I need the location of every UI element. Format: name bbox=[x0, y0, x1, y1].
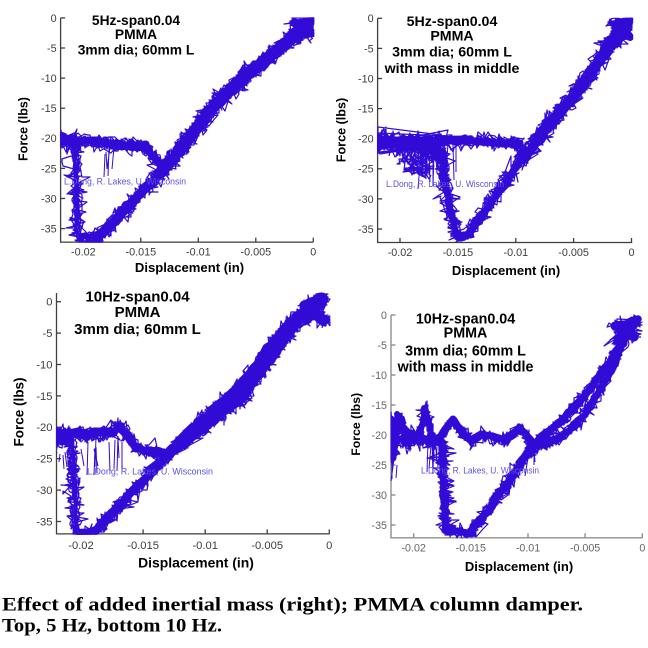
svg-text:-0.015: -0.015 bbox=[127, 540, 159, 552]
svg-text:10Hz-span0.04: 10Hz-span0.04 bbox=[416, 312, 515, 328]
svg-text:PMMA: PMMA bbox=[115, 27, 157, 42]
svg-text:-0.005: -0.005 bbox=[251, 540, 283, 552]
svg-text:-30: -30 bbox=[41, 193, 57, 205]
svg-text:0: 0 bbox=[46, 297, 52, 309]
svg-text:-0.01: -0.01 bbox=[516, 542, 540, 554]
svg-text:Displacement (in): Displacement (in) bbox=[465, 559, 573, 574]
svg-text:-5: -5 bbox=[377, 340, 387, 352]
svg-text:-35: -35 bbox=[358, 224, 374, 236]
svg-text:-10: -10 bbox=[36, 359, 52, 371]
svg-text:-20: -20 bbox=[36, 422, 52, 434]
svg-text:Displacement (in): Displacement (in) bbox=[138, 555, 254, 571]
svg-text:-15: -15 bbox=[41, 103, 57, 115]
svg-text:Force (lbs): Force (lbs) bbox=[12, 377, 27, 446]
svg-text:-15: -15 bbox=[36, 391, 52, 403]
svg-text:3mm dia; 60mm L: 3mm dia; 60mm L bbox=[78, 43, 195, 58]
svg-text:0: 0 bbox=[368, 13, 374, 25]
svg-text:-25: -25 bbox=[41, 163, 57, 175]
svg-text:-25: -25 bbox=[358, 164, 374, 176]
svg-text:with mass in middle: with mass in middle bbox=[384, 61, 520, 77]
svg-text:-0.015: -0.015 bbox=[456, 542, 486, 554]
svg-text:0: 0 bbox=[326, 540, 332, 552]
svg-text:Effect of added inertial mass: Effect of added inertial mass (right); P… bbox=[2, 595, 583, 616]
svg-text:-5: -5 bbox=[43, 328, 53, 340]
svg-text:Force (lbs): Force (lbs) bbox=[349, 393, 363, 456]
svg-text:L.Dong, R. Lakes, U. Wisconsin: L.Dong, R. Lakes, U. Wisconsin bbox=[421, 466, 539, 477]
svg-text:-0.005: -0.005 bbox=[240, 247, 271, 259]
svg-text:-0.02: -0.02 bbox=[402, 542, 426, 554]
svg-text:Displacement (in): Displacement (in) bbox=[135, 260, 244, 275]
svg-text:-35: -35 bbox=[372, 520, 388, 532]
svg-text:-20: -20 bbox=[358, 134, 374, 146]
svg-text:L.Dong, R. Lakes, U. Wisconsin: L.Dong, R. Lakes, U. Wisconsin bbox=[386, 179, 504, 190]
svg-text:-5: -5 bbox=[364, 43, 374, 55]
svg-text:-25: -25 bbox=[36, 454, 52, 466]
svg-text:0: 0 bbox=[639, 542, 645, 554]
svg-text:-10: -10 bbox=[372, 370, 388, 382]
svg-text:0: 0 bbox=[51, 13, 57, 25]
svg-text:-0.02: -0.02 bbox=[71, 247, 96, 259]
svg-text:-15: -15 bbox=[372, 400, 388, 412]
svg-text:10Hz-span0.04: 10Hz-span0.04 bbox=[85, 289, 190, 306]
svg-text:3mm dia; 60mm L: 3mm dia; 60mm L bbox=[392, 45, 512, 61]
svg-text:L.Dong, R. Lakes, U. Wisconsin: L.Dong, R. Lakes, U. Wisconsin bbox=[87, 467, 213, 478]
svg-text:-15: -15 bbox=[358, 104, 374, 116]
svg-text:-0.005: -0.005 bbox=[558, 247, 589, 259]
svg-text:-30: -30 bbox=[358, 194, 374, 206]
svg-text:-20: -20 bbox=[41, 133, 57, 145]
svg-text:-0.005: -0.005 bbox=[570, 542, 600, 554]
svg-text:-0.015: -0.015 bbox=[443, 247, 474, 259]
svg-text:Top, 5 Hz, bottom 10 Hz.: Top, 5 Hz, bottom 10 Hz. bbox=[2, 616, 222, 637]
svg-text:-10: -10 bbox=[41, 73, 57, 85]
svg-text:5Hz-span0.04: 5Hz-span0.04 bbox=[407, 14, 498, 30]
svg-text:-10: -10 bbox=[358, 73, 374, 85]
svg-text:-25: -25 bbox=[372, 460, 388, 472]
svg-text:-5: -5 bbox=[47, 43, 57, 55]
svg-text:0: 0 bbox=[628, 247, 634, 259]
svg-text:3mm dia; 60mm L: 3mm dia; 60mm L bbox=[74, 321, 201, 338]
svg-text:-35: -35 bbox=[36, 516, 52, 528]
svg-text:5Hz-span0.04: 5Hz-span0.04 bbox=[92, 13, 181, 28]
svg-text:-30: -30 bbox=[36, 485, 52, 497]
svg-text:-0.01: -0.01 bbox=[186, 247, 211, 259]
svg-text:PMMA: PMMA bbox=[430, 28, 473, 44]
svg-text:Force (lbs): Force (lbs) bbox=[335, 98, 349, 162]
svg-text:Force (lbs): Force (lbs) bbox=[17, 97, 31, 161]
svg-text:0: 0 bbox=[310, 247, 316, 259]
svg-text:-0.015: -0.015 bbox=[125, 247, 156, 259]
svg-text:PMMA: PMMA bbox=[444, 326, 488, 342]
svg-text:-0.02: -0.02 bbox=[388, 247, 413, 259]
svg-text:L.Dong, R. Lakes, U. Wisconsin: L.Dong, R. Lakes, U. Wisconsin bbox=[64, 177, 186, 188]
svg-text:-0.01: -0.01 bbox=[192, 540, 218, 552]
svg-text:-35: -35 bbox=[41, 224, 57, 236]
svg-text:with mass in middle: with mass in middle bbox=[397, 359, 534, 375]
svg-text:3mm dia; 60mm L: 3mm dia; 60mm L bbox=[405, 343, 526, 359]
svg-text:-20: -20 bbox=[372, 430, 388, 442]
svg-text:PMMA: PMMA bbox=[115, 304, 161, 321]
svg-text:-0.01: -0.01 bbox=[503, 247, 528, 259]
svg-text:-30: -30 bbox=[372, 490, 388, 502]
svg-text:Displacement (in): Displacement (in) bbox=[452, 263, 560, 278]
svg-text:-0.02: -0.02 bbox=[68, 540, 94, 552]
svg-text:0: 0 bbox=[381, 310, 387, 322]
